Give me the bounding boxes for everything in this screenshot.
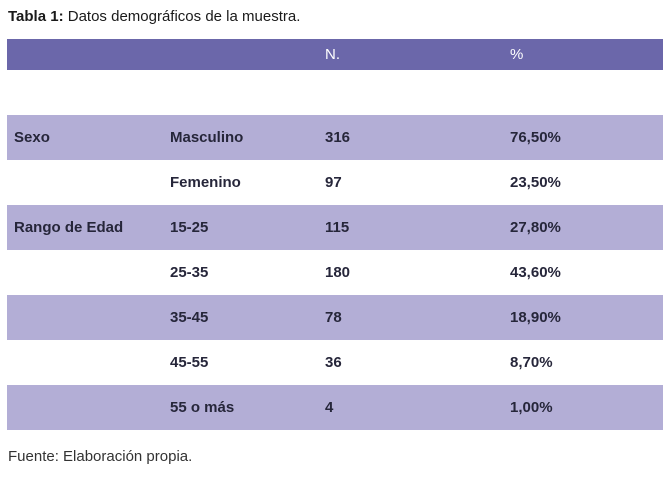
table-header-row: N. % xyxy=(7,39,663,70)
cell-label: 15-25 xyxy=(170,205,325,250)
cell-category xyxy=(7,70,170,115)
cell-category xyxy=(7,385,170,430)
cell-pct: 8,70% xyxy=(510,340,663,385)
table-row: Sexo Masculino 316 76,50% xyxy=(7,115,663,160)
header-cell-category xyxy=(7,39,170,70)
cell-label: 25-35 xyxy=(170,250,325,295)
table-row: 25-35 180 43,60% xyxy=(7,250,663,295)
table-row: Rango de Edad 15-25 115 27,80% xyxy=(7,205,663,250)
cell-label xyxy=(170,70,325,115)
cell-category xyxy=(7,295,170,340)
table-caption: Tabla 1: Datos demográficos de la muestr… xyxy=(8,8,667,26)
table-row-spacer xyxy=(7,70,663,115)
cell-category xyxy=(7,160,170,205)
cell-n: 115 xyxy=(325,205,510,250)
source-note: Fuente: Elaboración propia. xyxy=(8,448,193,465)
cell-pct: 1,00% xyxy=(510,385,663,430)
table-caption-label: Tabla 1: xyxy=(8,8,64,25)
table-caption-text: Datos demográficos de la muestra. xyxy=(67,8,301,25)
header-cell-pct: % xyxy=(510,39,663,70)
cell-n xyxy=(325,70,510,115)
cell-category xyxy=(7,340,170,385)
cell-n: 97 xyxy=(325,160,510,205)
cell-n: 4 xyxy=(325,385,510,430)
cell-label: Femenino xyxy=(170,160,325,205)
header-cell-subcategory xyxy=(170,39,325,70)
cell-pct: 23,50% xyxy=(510,160,663,205)
cell-pct xyxy=(510,70,663,115)
cell-pct: 27,80% xyxy=(510,205,663,250)
cell-label: 35-45 xyxy=(170,295,325,340)
cell-label: 55 o más xyxy=(170,385,325,430)
cell-n: 316 xyxy=(325,115,510,160)
header-cell-n: N. xyxy=(325,39,510,70)
cell-label: 45-55 xyxy=(170,340,325,385)
cell-pct: 43,60% xyxy=(510,250,663,295)
demographics-table: N. % Sexo Masculino 316 76,50% Femenino … xyxy=(7,39,663,430)
cell-pct: 18,90% xyxy=(510,295,663,340)
table-row: 45-55 36 8,70% xyxy=(7,340,663,385)
cell-n: 78 xyxy=(325,295,510,340)
cell-pct: 76,50% xyxy=(510,115,663,160)
cell-category xyxy=(7,250,170,295)
cell-category: Rango de Edad xyxy=(7,205,170,250)
cell-label: Masculino xyxy=(170,115,325,160)
cell-n: 180 xyxy=(325,250,510,295)
cell-category: Sexo xyxy=(7,115,170,160)
table-row: 35-45 78 18,90% xyxy=(7,295,663,340)
cell-n: 36 xyxy=(325,340,510,385)
table-row: 55 o más 4 1,00% xyxy=(7,385,663,430)
table-row: Femenino 97 23,50% xyxy=(7,160,663,205)
